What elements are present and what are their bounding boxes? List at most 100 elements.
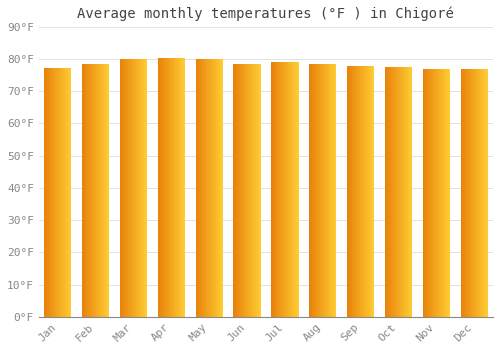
Bar — [325, 63, 326, 317]
Bar — [427, 69, 428, 317]
Bar — [402, 67, 403, 317]
Bar — [467, 69, 468, 317]
Bar — [292, 62, 293, 317]
Bar — [50, 68, 51, 317]
Bar — [196, 59, 197, 317]
Bar — [127, 59, 128, 317]
Bar — [64, 68, 65, 317]
Bar — [46, 68, 47, 317]
Bar — [109, 64, 110, 317]
Bar — [142, 59, 143, 317]
Bar — [390, 67, 391, 317]
Bar — [184, 58, 185, 317]
Bar — [234, 63, 236, 317]
Bar — [254, 63, 256, 317]
Bar — [406, 67, 407, 317]
Bar — [258, 63, 259, 317]
Bar — [372, 66, 373, 317]
Bar — [487, 69, 488, 317]
Bar — [240, 63, 241, 317]
Bar — [286, 62, 287, 317]
Bar — [426, 69, 428, 317]
Bar — [482, 69, 483, 317]
Bar — [160, 58, 161, 317]
Bar — [432, 69, 433, 317]
Bar — [87, 64, 88, 317]
Bar — [473, 69, 474, 317]
Bar — [54, 68, 55, 317]
Bar — [239, 63, 240, 317]
Bar — [272, 62, 273, 317]
Bar — [60, 68, 61, 317]
Bar — [55, 68, 56, 317]
Bar — [357, 66, 358, 317]
Bar — [288, 62, 289, 317]
Bar — [172, 58, 173, 317]
Bar — [89, 64, 90, 317]
Bar — [181, 58, 182, 317]
Bar — [95, 64, 96, 317]
Bar — [71, 68, 72, 317]
Bar — [134, 59, 135, 317]
Bar — [464, 69, 465, 317]
Bar — [447, 69, 448, 317]
Bar — [276, 62, 277, 317]
Bar — [91, 64, 92, 317]
Bar — [122, 59, 123, 317]
Bar — [312, 63, 313, 317]
Bar — [237, 63, 238, 317]
Bar — [352, 66, 353, 317]
Bar — [410, 67, 411, 317]
Bar — [83, 64, 84, 317]
Bar — [139, 59, 140, 317]
Bar — [315, 63, 316, 317]
Bar — [214, 59, 215, 317]
Bar — [361, 66, 362, 317]
Bar — [171, 58, 172, 317]
Bar — [69, 68, 70, 317]
Bar — [218, 59, 219, 317]
Bar — [389, 67, 390, 317]
Bar — [146, 59, 147, 317]
Bar — [204, 59, 205, 317]
Bar — [472, 69, 473, 317]
Bar — [358, 66, 359, 317]
Bar — [271, 62, 272, 317]
Bar — [93, 64, 94, 317]
Bar — [178, 58, 179, 317]
Bar — [358, 66, 360, 317]
Bar — [125, 59, 126, 317]
Bar — [428, 69, 429, 317]
Bar — [394, 67, 395, 317]
Bar — [102, 64, 103, 317]
Bar — [365, 66, 366, 317]
Bar — [370, 66, 371, 317]
Bar — [439, 69, 440, 317]
Bar — [332, 63, 333, 317]
Bar — [425, 69, 426, 317]
Bar — [254, 63, 255, 317]
Bar — [320, 63, 321, 317]
Bar — [86, 64, 87, 317]
Bar — [216, 59, 217, 317]
Bar — [279, 62, 280, 317]
Bar — [90, 64, 91, 317]
Bar — [401, 67, 402, 317]
Bar — [333, 63, 334, 317]
Bar — [296, 62, 297, 317]
Bar — [94, 64, 95, 317]
Bar — [478, 69, 479, 317]
Bar — [143, 59, 144, 317]
Bar — [468, 69, 469, 317]
Bar — [129, 59, 130, 317]
Bar — [65, 68, 66, 317]
Bar — [273, 62, 274, 317]
Bar — [213, 59, 214, 317]
Bar — [466, 69, 467, 317]
Bar — [395, 67, 396, 317]
Bar — [58, 68, 59, 317]
Bar — [48, 68, 49, 317]
Bar — [473, 69, 474, 317]
Bar — [205, 59, 206, 317]
Bar — [403, 67, 404, 317]
